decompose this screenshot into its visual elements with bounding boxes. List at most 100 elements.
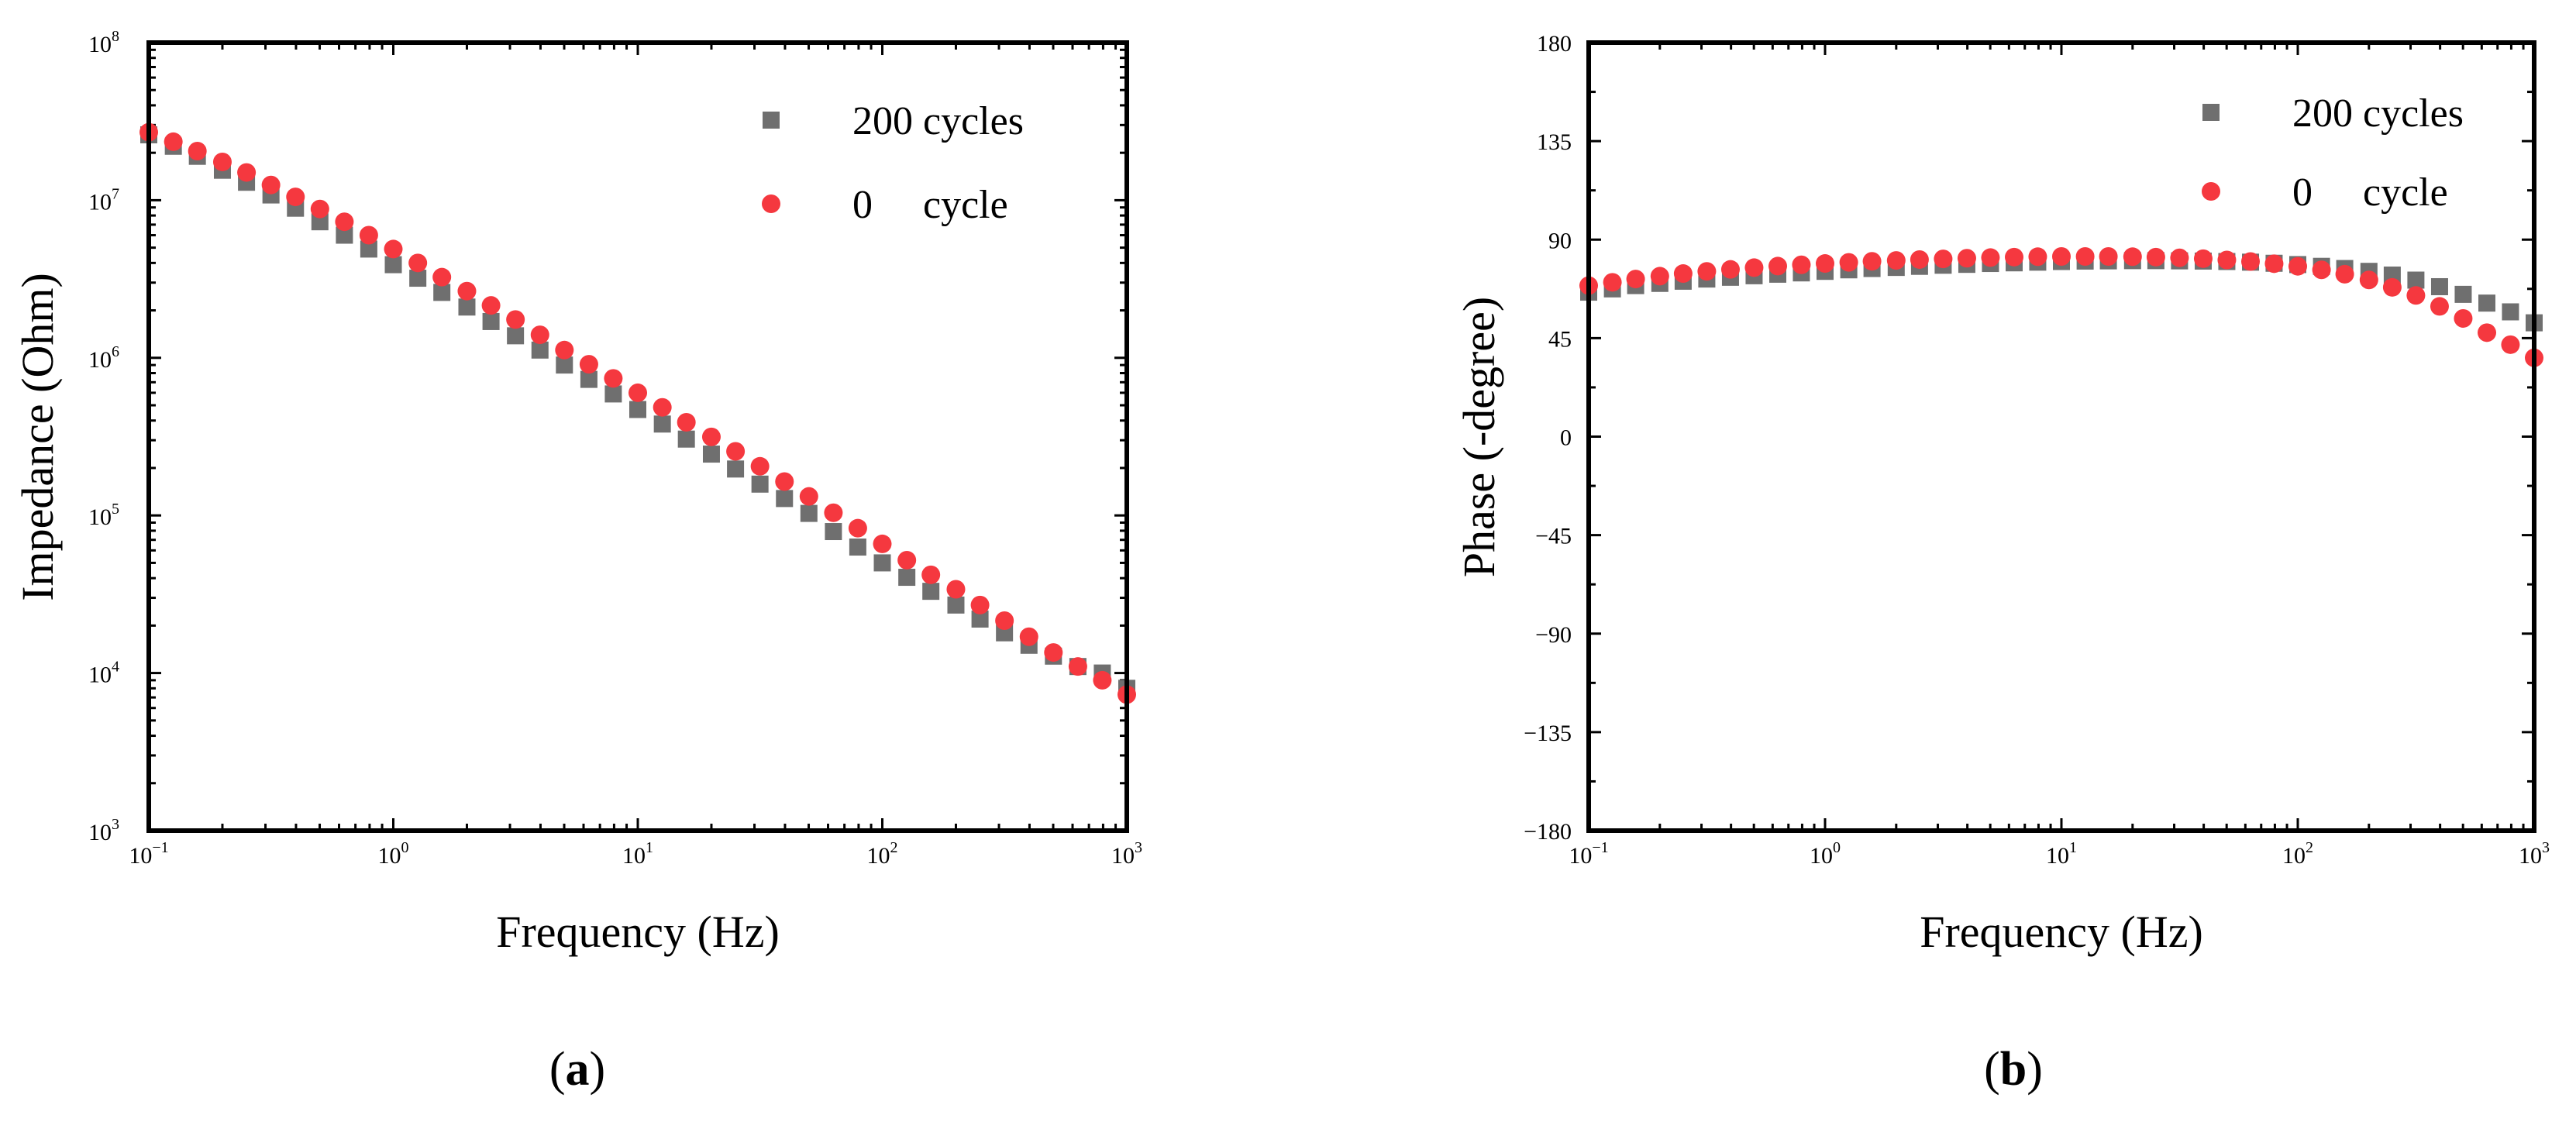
data-point-square [677, 430, 695, 448]
y-tick-label: 108 [88, 28, 119, 57]
data-point-circle [1957, 249, 1976, 268]
data-point-circle [2052, 247, 2071, 267]
series-1 [139, 122, 1136, 704]
y-tick-label: 135 [1537, 129, 1572, 155]
data-point-circle [799, 487, 818, 506]
data-point-circle [2146, 247, 2165, 267]
x-axis-title: Frequency (Hz) [496, 907, 780, 957]
data-point-circle [604, 369, 623, 388]
data-point-circle [2217, 250, 2237, 270]
y-tick-label: 0 [1560, 425, 1572, 451]
data-point-circle [2430, 297, 2449, 316]
data-point-circle [555, 340, 574, 360]
data-point-square [360, 240, 377, 258]
data-point-square [433, 284, 451, 301]
data-point-circle [2382, 277, 2402, 297]
data-point-square [849, 539, 866, 556]
data-point-circle [2359, 270, 2378, 290]
data-point-circle [921, 565, 941, 584]
data-point-circle [408, 253, 428, 273]
data-point-square [482, 312, 500, 330]
data-point-circle [1044, 643, 1063, 662]
x-tick-label: 10−1 [129, 839, 168, 869]
data-point-square [727, 460, 745, 478]
data-point-square [947, 596, 965, 614]
data-point-circle [310, 199, 329, 219]
panel-a-label: (a) [549, 1043, 605, 1096]
data-point-circle [2406, 286, 2426, 305]
data-point-circle [1603, 273, 1622, 292]
data-point-circle [2241, 252, 2261, 271]
data-point-circle [1697, 262, 1717, 281]
data-point-circle [2170, 248, 2189, 267]
data-point-square [898, 569, 916, 587]
legend-label: 200 cycles [852, 99, 1024, 143]
data-point-circle [2193, 249, 2213, 268]
data-point-circle [2335, 264, 2354, 284]
data-point-square [409, 270, 427, 287]
data-point-square [776, 490, 794, 508]
data-point-circle [1862, 252, 1882, 271]
y-tick-label: 180 [1537, 31, 1572, 57]
data-point-circle [970, 595, 990, 614]
data-point-square [800, 504, 818, 522]
data-point-circle [2288, 256, 2307, 276]
data-point-circle [677, 412, 696, 432]
data-point-circle [726, 442, 746, 461]
data-point-circle [1068, 657, 1087, 676]
data-point-circle [2501, 335, 2520, 354]
data-point-square [653, 415, 671, 433]
y-axis-title: Impedance (Ohm) [12, 273, 63, 601]
x-tick-label: 10−1 [1569, 839, 1608, 869]
data-point-circle [1720, 260, 1740, 279]
data-point-circle [261, 175, 281, 194]
data-point-circle [750, 456, 770, 476]
data-point-square [922, 583, 940, 601]
data-point-square [971, 610, 989, 628]
x-axis-title: Frequency (Hz) [1920, 907, 2203, 957]
y-tick-label: −180 [1524, 819, 1572, 845]
data-point-circle [2312, 260, 2331, 280]
plot-frame [146, 40, 1129, 833]
data-point-circle [457, 281, 477, 301]
data-point-circle [579, 355, 598, 374]
data-point-square [531, 341, 549, 359]
data-point-circle [212, 152, 232, 171]
data-point-circle [2075, 247, 2095, 267]
data-point-circle [653, 397, 672, 417]
x-tick-label: 103 [1111, 839, 1142, 869]
data-point-circle [946, 580, 966, 599]
data-point-circle [1792, 255, 1811, 274]
data-point-square [507, 327, 525, 345]
data-point-square [2430, 277, 2448, 295]
legend-marker-circle [762, 194, 780, 213]
y-tick-label: 45 [1548, 326, 1572, 352]
data-point-circle [1650, 267, 1669, 286]
data-point-circle [2099, 247, 2118, 267]
panel-b-phase-chart: 10−1 100 101 102 103 −180 −135 −90 −45 0 45 90 135 18… [1454, 31, 2550, 957]
data-point-circle [629, 383, 647, 402]
data-point-circle [1744, 258, 1764, 277]
data-point-circle [506, 310, 525, 329]
x-tick-label: 101 [622, 839, 653, 869]
y-tick-label: 90 [1548, 228, 1572, 253]
data-point-circle [701, 427, 721, 446]
data-point-circle [775, 472, 794, 491]
y-tick-label: 107 [88, 185, 119, 215]
legend-label: 200 cycles [2292, 91, 2464, 136]
legend-marker-circle [2202, 182, 2220, 201]
x-tick-label: 103 [2519, 839, 2550, 869]
data-point-square [629, 401, 646, 418]
data-point-square [873, 554, 891, 572]
y-tick-label: 104 [88, 659, 119, 688]
plot-frame [1586, 40, 2536, 833]
data-point-circle [1768, 256, 1788, 276]
data-point-circle [824, 503, 843, 522]
data-point-square [311, 213, 329, 231]
data-point-circle [2028, 247, 2047, 267]
x-tick-label: 101 [2046, 839, 2077, 869]
y-tick-label: 103 [88, 816, 119, 845]
data-point-circle [873, 534, 892, 553]
data-point-circle [1816, 254, 1834, 274]
legend-marker-square [2202, 104, 2220, 121]
